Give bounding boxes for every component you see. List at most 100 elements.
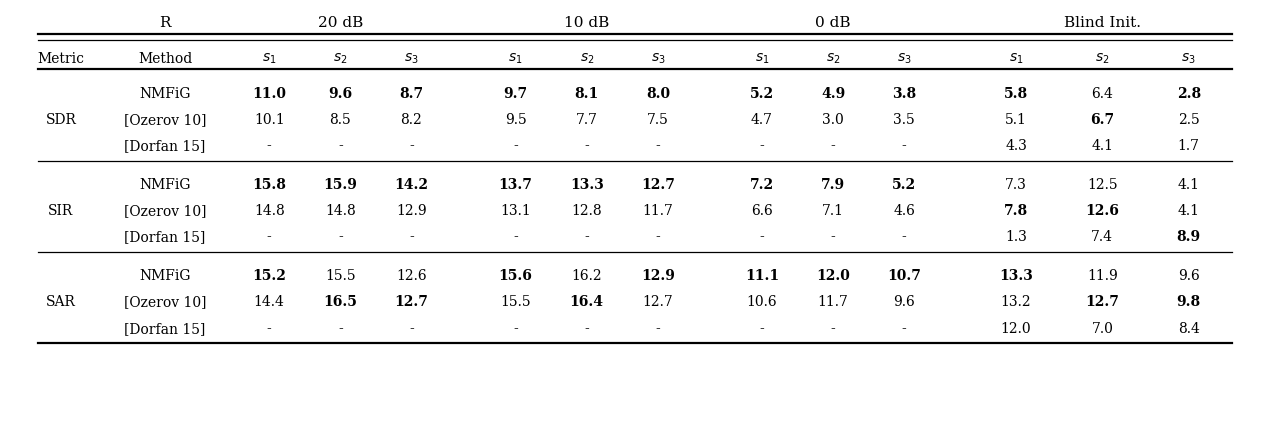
Text: -: - xyxy=(655,139,660,153)
Text: 5.2: 5.2 xyxy=(751,87,773,101)
Text: -: - xyxy=(513,230,518,244)
Text: [Dorfan 15]: [Dorfan 15] xyxy=(124,230,206,244)
Text: 5.1: 5.1 xyxy=(1005,113,1027,127)
Text: 3.0: 3.0 xyxy=(822,113,845,127)
Text: 9.6: 9.6 xyxy=(893,296,916,309)
Text: 4.7: 4.7 xyxy=(751,113,773,127)
Text: 10.1: 10.1 xyxy=(254,113,284,127)
Text: 8.5: 8.5 xyxy=(329,113,352,127)
Text: $s_2$: $s_2$ xyxy=(579,52,594,66)
Text: 12.5: 12.5 xyxy=(1087,178,1118,192)
Text: 5.8: 5.8 xyxy=(1005,87,1027,101)
Text: 12.9: 12.9 xyxy=(641,269,674,283)
Text: 7.3: 7.3 xyxy=(1005,178,1027,192)
Text: -: - xyxy=(409,230,414,244)
Text: -: - xyxy=(831,230,836,244)
Text: -: - xyxy=(759,230,765,244)
Text: 0 dB: 0 dB xyxy=(815,17,851,30)
Text: 7.0: 7.0 xyxy=(1091,322,1114,336)
Text: -: - xyxy=(338,139,343,153)
Text: 9.6: 9.6 xyxy=(329,87,352,101)
Text: 7.5: 7.5 xyxy=(646,113,669,127)
Text: -: - xyxy=(902,139,907,153)
Text: 12.0: 12.0 xyxy=(817,269,850,283)
Text: -: - xyxy=(338,230,343,244)
Text: -: - xyxy=(831,139,836,153)
Text: 12.7: 12.7 xyxy=(395,296,428,309)
Text: $s_3$: $s_3$ xyxy=(897,52,912,66)
Text: $s_2$: $s_2$ xyxy=(1095,52,1110,66)
Text: SDR: SDR xyxy=(46,113,76,127)
Text: [Ozerov 10]: [Ozerov 10] xyxy=(124,113,206,127)
Text: -: - xyxy=(584,322,589,336)
Text: 7.9: 7.9 xyxy=(822,178,845,192)
Text: 12.7: 12.7 xyxy=(1086,296,1119,309)
Text: 13.7: 13.7 xyxy=(499,178,532,192)
Text: -: - xyxy=(409,322,414,336)
Text: 12.0: 12.0 xyxy=(1001,322,1031,336)
Text: 8.4: 8.4 xyxy=(1177,322,1200,336)
Text: Blind Init.: Blind Init. xyxy=(1064,17,1140,30)
Text: 15.6: 15.6 xyxy=(499,269,532,283)
Text: 12.6: 12.6 xyxy=(1086,204,1119,218)
Text: 4.3: 4.3 xyxy=(1005,139,1027,153)
Text: -: - xyxy=(655,230,660,244)
Text: 14.4: 14.4 xyxy=(254,296,284,309)
Text: -: - xyxy=(831,322,836,336)
Text: 14.8: 14.8 xyxy=(254,204,284,218)
Text: 4.1: 4.1 xyxy=(1177,178,1200,192)
Text: SAR: SAR xyxy=(46,296,76,309)
Text: 8.7: 8.7 xyxy=(400,87,423,101)
Text: $s_2$: $s_2$ xyxy=(333,52,348,66)
Text: -: - xyxy=(513,322,518,336)
Text: 12.7: 12.7 xyxy=(641,178,674,192)
Text: $s_1$: $s_1$ xyxy=(508,52,523,66)
Text: 12.9: 12.9 xyxy=(396,204,427,218)
Text: 4.1: 4.1 xyxy=(1177,204,1200,218)
Text: Method: Method xyxy=(138,52,192,66)
Text: [Ozerov 10]: [Ozerov 10] xyxy=(124,204,206,218)
Text: $s_3$: $s_3$ xyxy=(404,52,419,66)
Text: 11.7: 11.7 xyxy=(643,204,673,218)
Text: -: - xyxy=(267,322,272,336)
Text: 2.8: 2.8 xyxy=(1177,87,1200,101)
Text: NMFiG: NMFiG xyxy=(140,178,190,192)
Text: 12.6: 12.6 xyxy=(396,269,427,283)
Text: 1.3: 1.3 xyxy=(1005,230,1027,244)
Text: 7.8: 7.8 xyxy=(1005,204,1027,218)
Text: -: - xyxy=(902,230,907,244)
Text: $s_1$: $s_1$ xyxy=(1008,52,1024,66)
Text: 7.4: 7.4 xyxy=(1091,230,1114,244)
Text: 14.2: 14.2 xyxy=(395,178,428,192)
Text: 10.7: 10.7 xyxy=(888,269,921,283)
Text: 9.5: 9.5 xyxy=(504,113,527,127)
Text: $s_1$: $s_1$ xyxy=(262,52,277,66)
Text: 9.8: 9.8 xyxy=(1177,296,1200,309)
Text: -: - xyxy=(267,139,272,153)
Text: 5.2: 5.2 xyxy=(893,178,916,192)
Text: 11.1: 11.1 xyxy=(745,269,779,283)
Text: R: R xyxy=(159,17,171,30)
Text: 16.2: 16.2 xyxy=(572,269,602,283)
Text: $s_3$: $s_3$ xyxy=(650,52,665,66)
Text: 8.2: 8.2 xyxy=(400,113,423,127)
Text: 2.5: 2.5 xyxy=(1177,113,1200,127)
Text: 16.4: 16.4 xyxy=(570,296,603,309)
Text: 11.0: 11.0 xyxy=(253,87,286,101)
Text: 6.6: 6.6 xyxy=(751,204,773,218)
Text: 20 dB: 20 dB xyxy=(318,17,363,30)
Text: 3.5: 3.5 xyxy=(893,113,916,127)
Text: 14.8: 14.8 xyxy=(325,204,356,218)
Text: 8.1: 8.1 xyxy=(574,87,599,101)
Text: 10 dB: 10 dB xyxy=(564,17,610,30)
Text: -: - xyxy=(338,322,343,336)
Text: 12.8: 12.8 xyxy=(572,204,602,218)
Text: 9.7: 9.7 xyxy=(504,87,527,101)
Text: 6.4: 6.4 xyxy=(1091,87,1114,101)
Text: 16.5: 16.5 xyxy=(324,296,357,309)
Text: 8.0: 8.0 xyxy=(646,87,669,101)
Text: 15.8: 15.8 xyxy=(253,178,286,192)
Text: 4.9: 4.9 xyxy=(820,87,846,101)
Text: [Dorfan 15]: [Dorfan 15] xyxy=(124,322,206,336)
Text: -: - xyxy=(409,139,414,153)
